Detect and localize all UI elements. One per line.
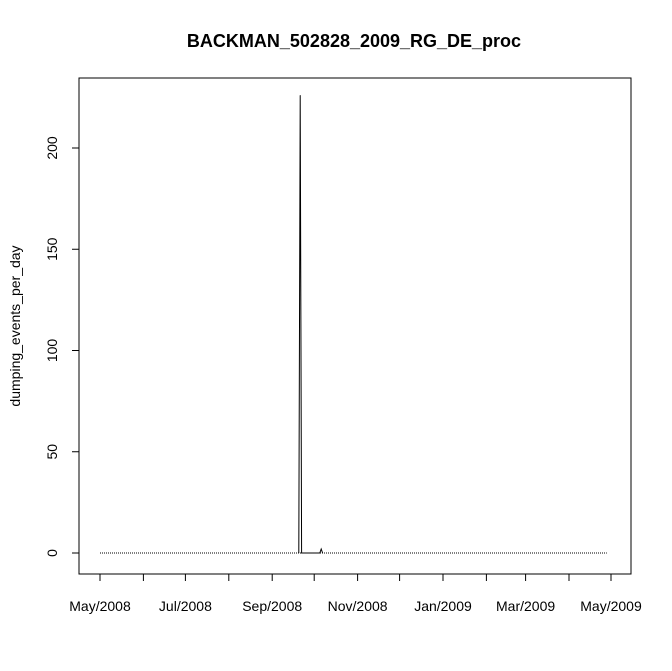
data-point [319, 552, 321, 554]
plot-frame [78, 77, 632, 575]
series-line [100, 95, 607, 554]
x-tick-label: Nov/2008 [328, 598, 388, 614]
x-tick-label: Mar/2009 [496, 598, 555, 614]
data-point [301, 552, 302, 554]
y-tick-label: 200 [44, 136, 60, 160]
y-tick-label: 0 [44, 549, 60, 557]
y-tick-label: 50 [44, 444, 60, 460]
y-axis-label: dumping_events_per_day [7, 245, 23, 406]
x-tick-label: Sep/2008 [242, 598, 302, 614]
x-tick-label: May/2008 [69, 598, 131, 614]
data-point [320, 548, 322, 550]
data-point [298, 552, 300, 554]
y-tick-label: 100 [44, 339, 60, 363]
x-tick-label: May/2009 [580, 598, 642, 614]
x-tick-label: Jan/2009 [414, 598, 472, 614]
x-axis: May/2008 Jul/2008 Sep/2008 Nov/2008 Jan/2009… [69, 573, 642, 614]
x-tick-label: Jul/2008 [159, 598, 212, 614]
chart-title: BACKMAN_502828_2009_RG_DE_proc [187, 31, 521, 51]
y-axis: 0 50 100 150 200 [44, 136, 80, 557]
data-point [299, 95, 301, 96]
series-spike [298, 95, 324, 554]
y-tick-label: 150 [44, 237, 60, 261]
data-point [322, 552, 323, 554]
